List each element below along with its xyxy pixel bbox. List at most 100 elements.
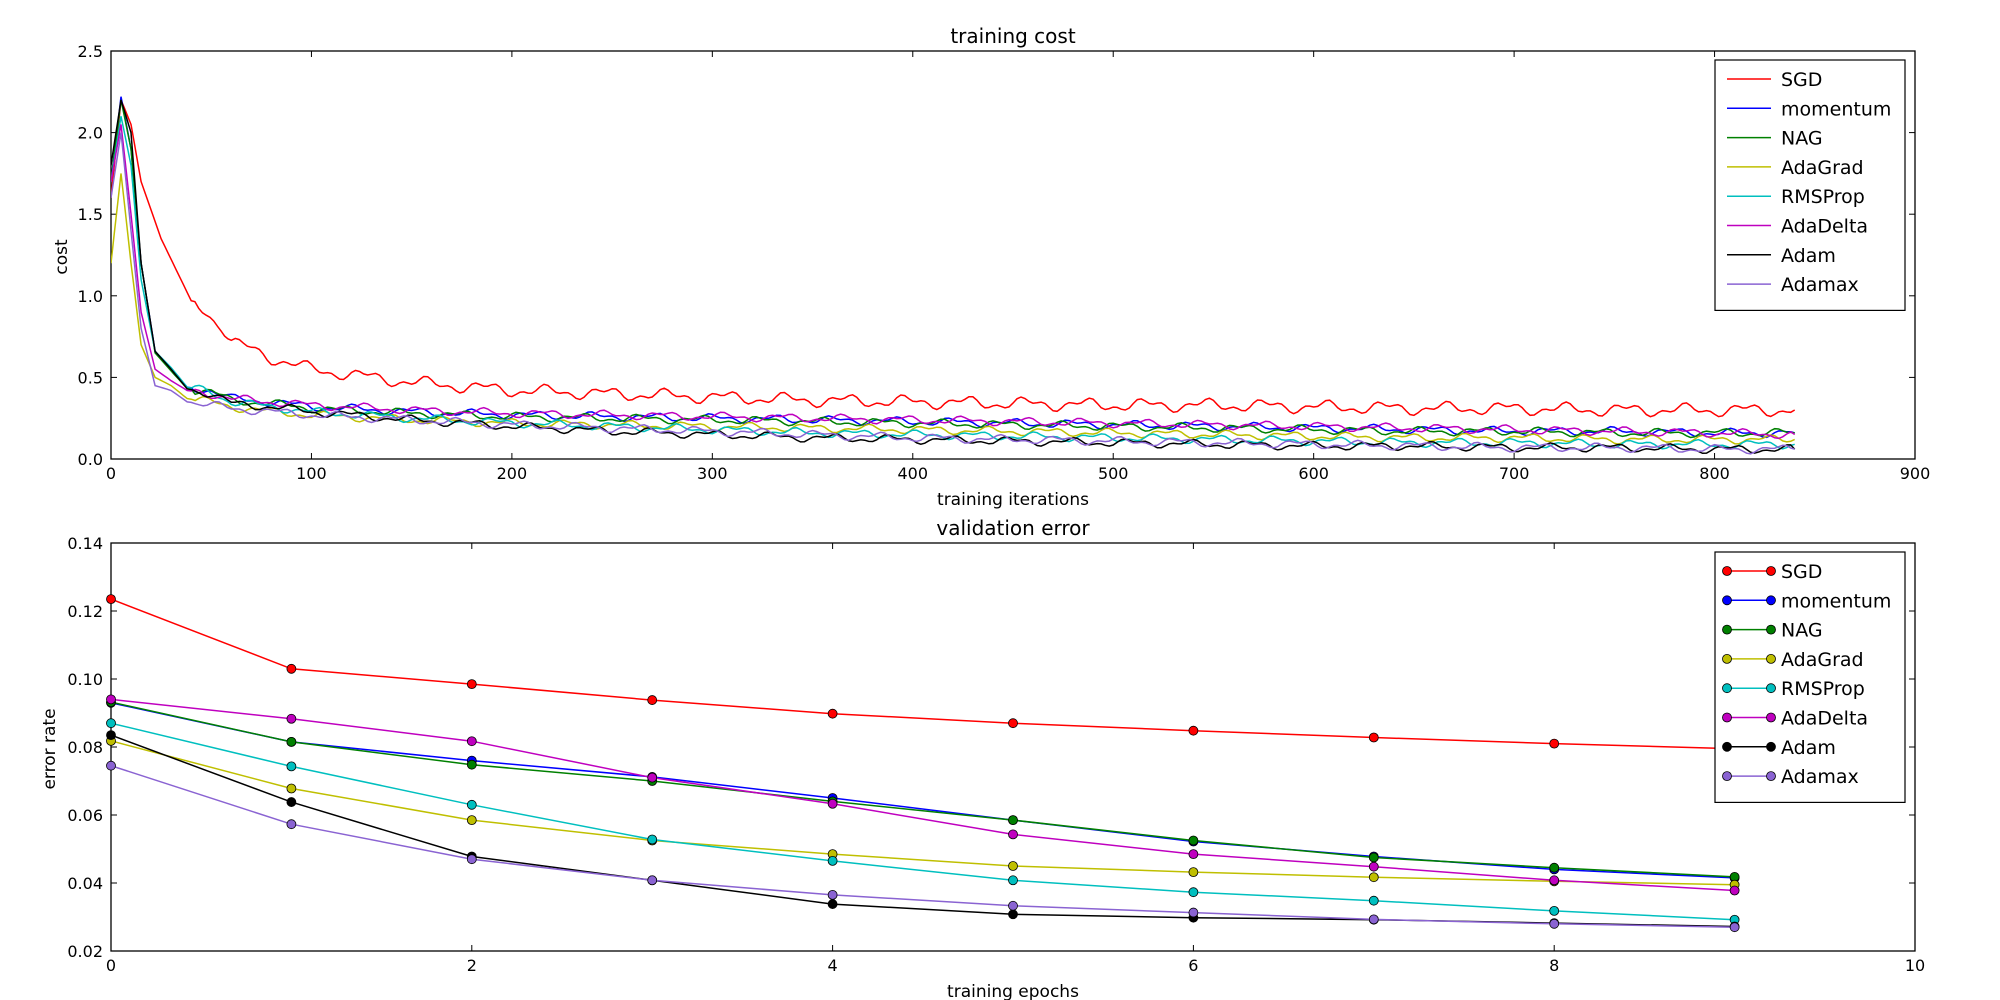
legend-marker-momentum	[1722, 595, 1732, 606]
y-tick-label: 1.0	[78, 287, 103, 306]
data-point-sgd	[827, 708, 838, 719]
legend-label-adadelta: AdaDelta	[1781, 708, 1868, 730]
series-line-rmsprop	[111, 722, 1735, 921]
legend-marker-adamax	[1766, 771, 1776, 781]
x-tick-label: 8	[1549, 956, 1559, 975]
data-point-sgd	[1368, 732, 1379, 743]
plot-area-frame	[110, 50, 1916, 460]
series-line-momentum	[111, 702, 1735, 879]
y-tick-label: 0.5	[78, 368, 103, 387]
legend-marker-momentum	[1766, 595, 1776, 606]
data-point-adamax	[1188, 907, 1199, 918]
y-tick-label: 0.02	[67, 942, 103, 961]
data-point-nag	[1549, 862, 1560, 873]
data-point-rmsprop	[106, 718, 116, 729]
data-point-adadelta	[1188, 849, 1199, 859]
legend-marker-adam	[1766, 741, 1776, 752]
data-point-rmsprop	[827, 856, 838, 866]
data-point-adamax	[106, 760, 116, 771]
data-point-rmsprop	[466, 799, 477, 810]
data-point-sgd	[106, 594, 116, 604]
data-point-adagrad	[1008, 861, 1018, 871]
data-point-sgd	[1008, 718, 1018, 729]
series-line-adadelta	[111, 124, 1796, 440]
data-point-rmsprop	[286, 761, 297, 772]
x-tick-label: 600	[1298, 464, 1329, 483]
x-axis-label: training iterations	[937, 490, 1089, 510]
data-point-adadelta	[1729, 885, 1740, 896]
data-point-adagrad	[466, 815, 477, 825]
x-tick-label: 800	[1699, 464, 1730, 483]
series-line-adadelta	[111, 698, 1735, 892]
series-line-nag	[111, 99, 1795, 439]
data-point-adamax	[466, 854, 477, 865]
data-point-adamax	[1008, 900, 1018, 911]
legend-label-adamax: Adamax	[1781, 274, 1859, 296]
y-tick-label: 0.04	[67, 874, 103, 893]
x-tick-label: 700	[1499, 464, 1530, 483]
data-point-adamax	[827, 890, 838, 900]
data-point-nag	[1008, 815, 1018, 825]
legend-label-adagrad: AdaGrad	[1781, 157, 1864, 179]
legend-label-nag: NAG	[1781, 128, 1823, 150]
x-axis-label: training epochs	[947, 982, 1079, 1000]
data-point-adam	[286, 797, 297, 807]
series-line-nag	[111, 701, 1735, 878]
series-line-sgd	[111, 598, 1735, 750]
x-tick-label: 10	[1905, 956, 1925, 975]
legend-label-adagrad: AdaGrad	[1781, 649, 1864, 671]
legend-label-adam: Adam	[1781, 245, 1836, 267]
legend-marker-adadelta	[1766, 712, 1776, 723]
data-point-adamax	[1549, 918, 1560, 929]
x-tick-label: 6	[1188, 956, 1198, 975]
data-point-adamax	[286, 819, 297, 830]
y-tick-label: 2.5	[78, 42, 103, 61]
data-point-sgd	[1188, 725, 1199, 736]
legend-marker-sgd	[1766, 566, 1776, 576]
data-point-adagrad	[286, 783, 297, 794]
x-tick-label: 200	[497, 464, 528, 483]
data-point-adadelta	[1008, 829, 1018, 840]
validation-error-chart: validation error training epochs error r…	[40, 516, 1925, 1000]
data-point-adadelta	[466, 736, 477, 747]
series-line-adam	[111, 734, 1735, 928]
x-tick-label: 500	[1098, 464, 1129, 483]
data-point-sgd	[647, 695, 658, 705]
y-tick-label: 0.10	[67, 670, 103, 689]
x-tick-label: 900	[1900, 464, 1931, 483]
data-point-adadelta	[1368, 861, 1379, 872]
y-tick-label: 0.06	[67, 806, 103, 825]
y-axis-label: cost	[52, 239, 72, 275]
x-tick-label: 100	[296, 464, 327, 483]
data-point-adagrad	[1368, 872, 1379, 883]
data-point-sgd	[466, 679, 477, 689]
legend-label-rmsprop: RMSProp	[1781, 678, 1865, 700]
legend-label-sgd: SGD	[1781, 561, 1822, 583]
legend-box	[1714, 59, 1906, 311]
y-tick-label: 0.08	[67, 738, 103, 757]
training-cost-chart: training cost training iterations cost 0…	[52, 24, 1930, 510]
legend-marker-nag	[1766, 624, 1776, 635]
legend-marker-sgd	[1722, 566, 1732, 576]
series-line-adam	[111, 99, 1796, 455]
data-point-adam	[1008, 909, 1018, 920]
y-tick-label: 0.12	[67, 602, 103, 621]
data-point-nag	[1368, 852, 1379, 863]
data-point-nag	[286, 737, 297, 747]
data-point-adadelta	[647, 772, 658, 783]
legend-label-momentum: momentum	[1781, 98, 1891, 120]
series-line-adagrad	[111, 740, 1735, 886]
legend-marker-adadelta	[1722, 712, 1732, 723]
x-tick-label: 2	[467, 956, 477, 975]
x-tick-label: 0	[106, 956, 116, 975]
chart-title: validation error	[936, 516, 1090, 540]
legend-marker-adagrad	[1766, 654, 1776, 664]
x-tick-label: 0	[106, 464, 116, 483]
data-point-nag	[466, 759, 477, 770]
data-point-rmsprop	[1188, 887, 1199, 898]
legend-marker-nag	[1722, 624, 1732, 635]
series-line-adamax	[111, 764, 1735, 928]
chart-title: training cost	[950, 24, 1075, 48]
y-tick-label: 2.0	[78, 124, 103, 143]
